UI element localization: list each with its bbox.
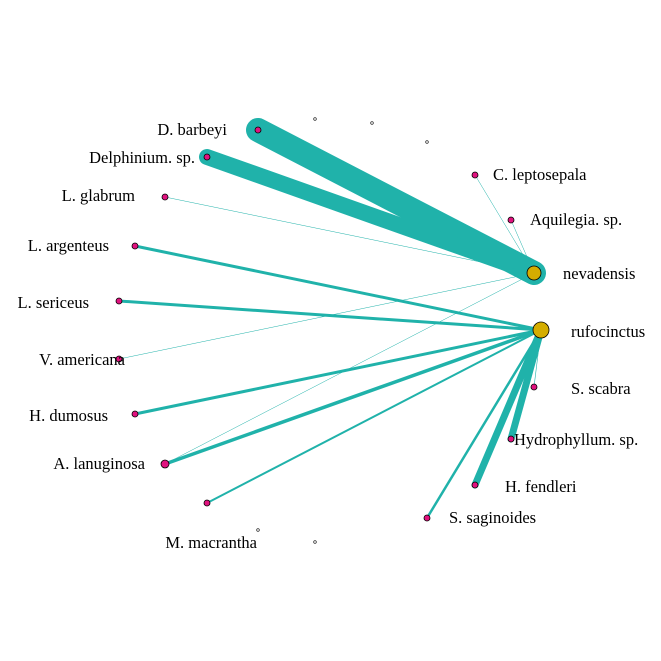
edge-aquilegia-sp-nevadensis: [510, 219, 535, 274]
label-s-saginoides: S. saginoides: [449, 508, 536, 527]
label-h-fendleri: H. fendleri: [505, 477, 577, 496]
label-nevadensis: nevadensis: [563, 264, 635, 283]
edge-l-sericeus-rufocinctus: [117, 299, 543, 332]
label-s-scabra: S. scabra: [571, 379, 631, 398]
node-h-dumosus: [131, 410, 139, 418]
label-c-leptosepala: C. leptosepala: [493, 165, 587, 184]
label-l-argenteus: L. argenteus: [28, 236, 109, 255]
edge-c-leptosepala-nevadensis: [474, 174, 535, 274]
node-l-argenteus: [131, 242, 139, 250]
label-l-sericeus: L. sericeus: [18, 293, 89, 312]
label-v-americana: V. americana: [39, 350, 125, 369]
label-rufocinctus: rufocinctus: [571, 322, 645, 341]
unlabeled-node-u5: [313, 540, 317, 544]
label-hydrophyllum-sp: Hydrophyllum. sp.: [514, 430, 638, 449]
label-m-macrantha: M. macrantha: [165, 533, 257, 552]
node-v-americana: [115, 355, 123, 363]
label-aquilegia-sp: Aquilegia. sp.: [530, 210, 622, 229]
node-d-barbeyi: [254, 126, 262, 134]
edge-l-glabrum-nevadensis: [164, 196, 535, 274]
unlabeled-node-u3: [425, 140, 429, 144]
unlabeled-node-u4: [256, 528, 260, 532]
node-c-leptosepala: [471, 171, 479, 179]
node-a-lanuginosa: [160, 459, 170, 469]
label-h-dumosus: H. dumosus: [29, 406, 108, 425]
edge-hydrophyllum-sp-rufocinctus: [507, 326, 545, 443]
unlabeled-node-u1: [313, 117, 317, 121]
edges-layer: [117, 118, 546, 520]
node-l-glabrum: [161, 193, 169, 201]
node-rufocinctus: [532, 321, 550, 339]
node-s-scabra: [530, 383, 538, 391]
edge-h-dumosus-rufocinctus: [133, 328, 543, 416]
label-l-glabrum: L. glabrum: [62, 186, 135, 205]
node-hydrophyllum-sp: [507, 435, 515, 443]
node-h-fendleri: [471, 481, 479, 489]
edge-h-fendleri-rufocinctus: [471, 326, 545, 489]
labels-layer: D. barbeyi Delphinium. sp. L. glabrum L. ar…: [18, 120, 646, 552]
edge-l-argenteus-rufocinctus: [133, 244, 543, 332]
node-l-sericeus: [115, 297, 123, 305]
label-a-lanuginosa: A. lanuginosa: [53, 454, 145, 473]
edge-s-saginoides-rufocinctus: [425, 328, 543, 520]
edge-delphinium-sp-nevadensis: [199, 149, 542, 281]
label-delphinium-sp: Delphinium. sp.: [89, 148, 195, 167]
edge-m-macrantha-rufocinctus: [206, 329, 542, 504]
node-delphinium-sp: [203, 153, 211, 161]
label-d-barbeyi: D. barbeyi: [157, 120, 227, 139]
node-m-macrantha: [203, 499, 211, 507]
node-aquilegia-sp: [507, 216, 515, 224]
edge-s-scabra-rufocinctus: [533, 329, 542, 388]
node-s-saginoides: [423, 514, 431, 522]
nodes-layer: [115, 117, 550, 544]
edge-a-lanuginosa-rufocinctus: [163, 328, 543, 466]
node-nevadensis: [526, 265, 542, 281]
unlabeled-node-u2: [370, 121, 374, 125]
